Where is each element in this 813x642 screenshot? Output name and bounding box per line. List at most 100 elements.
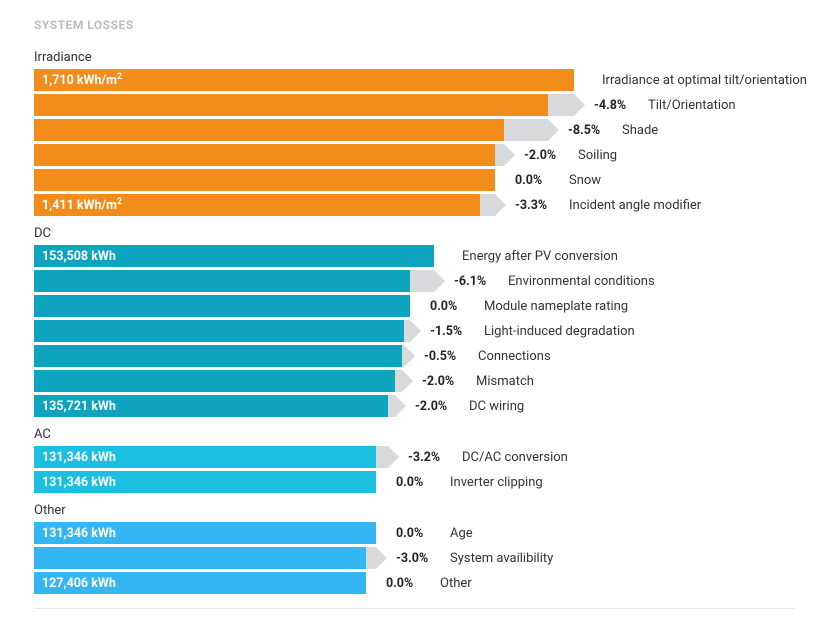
bar-value-text: 131,346 kWh xyxy=(42,475,116,490)
loss-bar xyxy=(34,370,395,392)
loss-percent: 0.0% xyxy=(396,526,440,541)
loss-bar: 1,710 kWh/m2 xyxy=(34,69,574,91)
loss-bar xyxy=(34,320,404,342)
loss-percent: 0.0% xyxy=(430,299,474,314)
loss-percent: -3.3% xyxy=(515,198,559,213)
bar-track: 1,411 kWh/m2 xyxy=(34,194,495,216)
loss-label: Mismatch xyxy=(476,374,534,389)
loss-row: -1.5% Light-induced degradation xyxy=(34,320,795,342)
loss-label: Other xyxy=(440,576,472,591)
group-header: AC xyxy=(34,427,795,442)
bar-track: 1,710 kWh/m2 xyxy=(34,69,574,91)
loss-bar: 131,346 kWh xyxy=(34,471,376,493)
loss-bar: 127,406 kWh xyxy=(34,572,366,594)
loss-percent: -3.2% xyxy=(408,450,452,465)
bar-track xyxy=(34,169,495,191)
bar-track: 131,346 kWh xyxy=(34,522,376,544)
loss-label: Incident angle modifier xyxy=(569,198,701,213)
loss-percent: 0.0% xyxy=(515,173,559,188)
loss-percent: -4.8% xyxy=(594,98,638,113)
loss-percent: -1.5% xyxy=(430,324,474,339)
loss-group: Other 131,346 kWh 0.0% Age -3.0% System avail… xyxy=(34,503,795,594)
loss-percent: -0.5% xyxy=(424,349,468,364)
loss-label: Energy after PV conversion xyxy=(462,249,618,264)
loss-row: 0.0% Snow xyxy=(34,169,795,191)
group-header: Other xyxy=(34,503,795,518)
loss-bar xyxy=(34,169,495,191)
bar-track: 153,508 kWh xyxy=(34,245,434,267)
bar-track xyxy=(34,295,410,317)
loss-bar xyxy=(34,94,548,116)
loss-label: Tilt/Orientation xyxy=(648,98,736,113)
bar-value-text: 135,721 kWh xyxy=(42,399,116,414)
loss-label: Soiling xyxy=(578,148,617,163)
section-title: SYSTEM LOSSES xyxy=(34,18,795,32)
bar-track: 131,346 kWh xyxy=(34,471,376,493)
loss-group: Irradiance1,710 kWh/m2Irradiance at opti… xyxy=(34,50,795,216)
loss-bar: 153,508 kWh xyxy=(34,245,434,267)
bar-track xyxy=(34,144,504,166)
loss-label: Shade xyxy=(622,123,658,138)
loss-percent: -8.5% xyxy=(568,123,612,138)
bar-track xyxy=(34,547,376,569)
loss-label: Inverter clipping xyxy=(450,475,543,490)
bar-track xyxy=(34,119,548,141)
loss-row: -2.0% Soiling xyxy=(34,144,795,166)
bar-value-text: 1,411 kWh/m2 xyxy=(42,197,122,213)
system-losses-chart: Irradiance1,710 kWh/m2Irradiance at opti… xyxy=(34,50,795,594)
bar-value-text: 1,710 kWh/m2 xyxy=(42,72,122,88)
loss-label: System availibility xyxy=(450,551,553,566)
bar-track: 135,721 kWh xyxy=(34,395,395,417)
group-header: DC xyxy=(34,226,795,241)
loss-label: Module nameplate rating xyxy=(484,299,628,314)
bottom-divider xyxy=(34,608,795,609)
loss-bar xyxy=(34,270,410,292)
bar-value-text: 131,346 kWh xyxy=(42,526,116,541)
loss-row: -4.8% Tilt/Orientation xyxy=(34,94,795,116)
bar-track xyxy=(34,370,402,392)
bar-track xyxy=(34,320,410,342)
loss-row: -8.5% Shade xyxy=(34,119,795,141)
loss-label: Age xyxy=(450,526,473,541)
loss-label: Snow xyxy=(569,173,601,188)
loss-row: 131,346 kWh 0.0% Inverter clipping xyxy=(34,471,795,493)
loss-row: 131,346 kWh 0.0% Age xyxy=(34,522,795,544)
loss-label: Irradiance at optimal tilt/orientation xyxy=(602,73,807,88)
loss-group: DC 153,508 kWh Energy after PV conversion -… xyxy=(34,226,795,417)
loss-row: 1,411 kWh/m2 -3.3% Incident angle modifier xyxy=(34,194,795,216)
loss-bar xyxy=(34,295,410,317)
loss-label: DC/AC conversion xyxy=(462,450,568,465)
loss-label: DC wiring xyxy=(469,399,524,414)
loss-percent: -2.0% xyxy=(422,374,466,389)
group-header: Irradiance xyxy=(34,50,795,65)
loss-row: 0.0% Module nameplate rating xyxy=(34,295,795,317)
bar-value-text: 131,346 kWh xyxy=(42,450,116,465)
loss-percent: 0.0% xyxy=(386,576,430,591)
bar-track: 127,406 kWh xyxy=(34,572,366,594)
loss-bar: 131,346 kWh xyxy=(34,446,376,468)
bar-value-text: 153,508 kWh xyxy=(42,249,116,264)
loss-percent: -2.0% xyxy=(524,148,568,163)
loss-row: 131,346 kWh -3.2% DC/AC conversion xyxy=(34,446,795,468)
loss-label: Environmental conditions xyxy=(508,274,655,289)
loss-row: -0.5% Connections xyxy=(34,345,795,367)
loss-row: -6.1% Environmental conditions xyxy=(34,270,795,292)
loss-percent: -2.0% xyxy=(415,399,459,414)
loss-bar xyxy=(34,547,366,569)
loss-bar xyxy=(34,119,504,141)
loss-bar: 131,346 kWh xyxy=(34,522,376,544)
loss-bar: 1,411 kWh/m2 xyxy=(34,194,480,216)
loss-percent: 0.0% xyxy=(396,475,440,490)
loss-row: 153,508 kWh Energy after PV conversion xyxy=(34,245,795,267)
loss-bar xyxy=(34,345,402,367)
loss-percent: -6.1% xyxy=(454,274,498,289)
bar-track: 131,346 kWh xyxy=(34,446,388,468)
loss-row: 127,406 kWh 0.0% Other xyxy=(34,572,795,594)
loss-label: Light-induced degradation xyxy=(484,324,635,339)
loss-bar xyxy=(34,144,495,166)
bar-value-text: 127,406 kWh xyxy=(42,576,116,591)
loss-label: Connections xyxy=(478,349,551,364)
loss-group: AC131,346 kWh-3.2%DC/AC conversion131,34… xyxy=(34,427,795,493)
bar-track xyxy=(34,270,434,292)
loss-percent: -3.0% xyxy=(396,551,440,566)
